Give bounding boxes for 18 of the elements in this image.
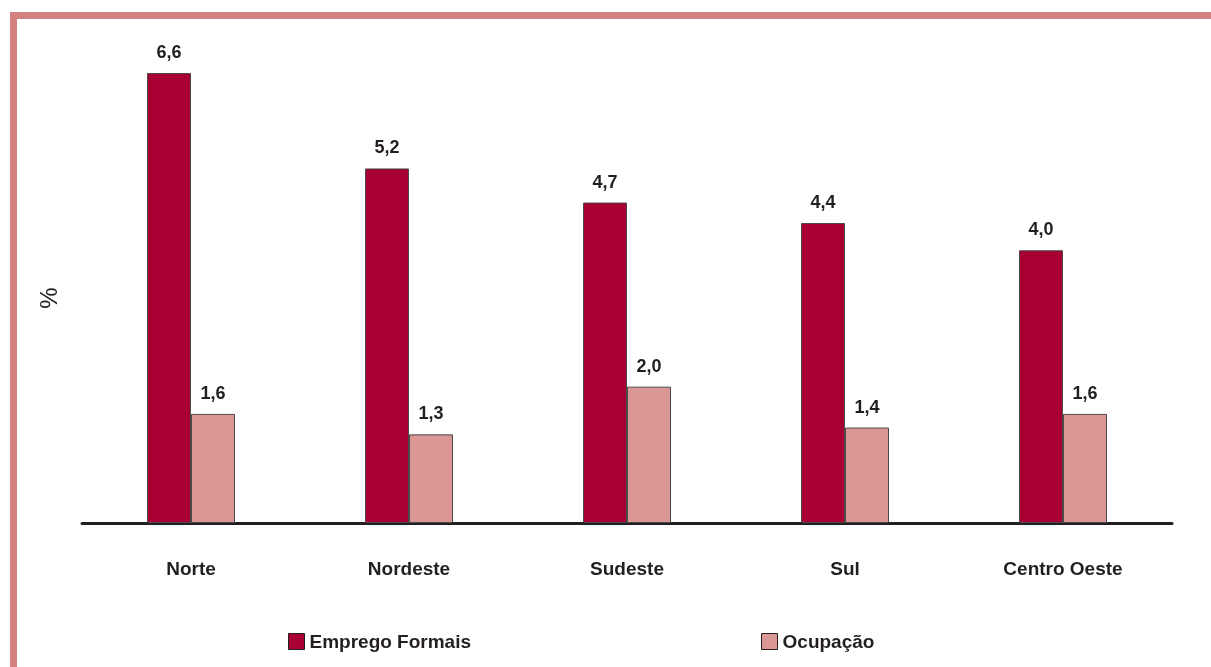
data-label: 6,6 — [156, 42, 182, 62]
data-label: 5,2 — [374, 137, 400, 158]
data-label: 2,0 — [636, 355, 662, 376]
data-label: 1,4 — [854, 396, 880, 417]
legend-label: Ocupação — [782, 631, 875, 652]
data-label: 1,3 — [418, 403, 444, 424]
x-tick-label: Sul — [830, 558, 860, 579]
data-label: 4,0 — [1028, 219, 1054, 240]
x-tick-label: Sudeste — [590, 558, 664, 579]
data-label: 4,4 — [810, 192, 836, 212]
data-label: 1,6 — [1072, 382, 1098, 403]
data-label: 1,6 — [200, 382, 226, 403]
x-tick-label: Nordeste — [367, 558, 451, 579]
legend-label: Emprego Formais — [309, 631, 472, 652]
x-tick-label: Norte — [166, 558, 216, 579]
x-tick-label: Centro Oeste — [1003, 558, 1123, 579]
data-label: 4,7 — [592, 171, 618, 192]
y-axis-title: % — [34, 287, 62, 309]
